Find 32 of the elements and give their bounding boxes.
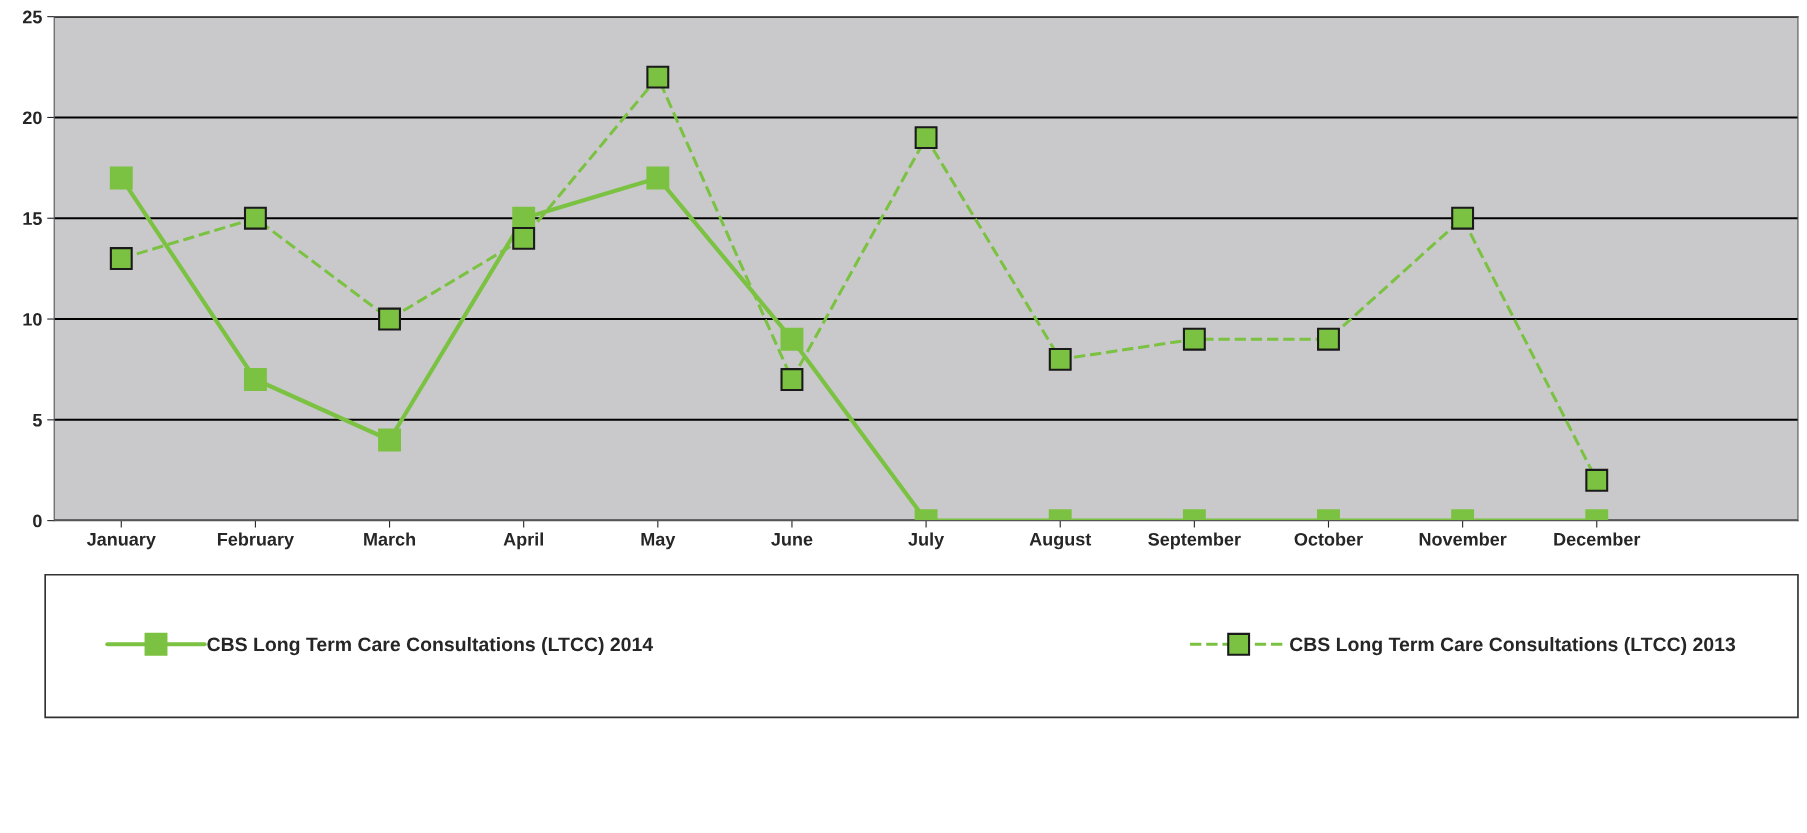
point <box>1048 347 1072 371</box>
y-tick-label: 5 <box>32 413 42 427</box>
point <box>646 166 670 190</box>
point <box>109 166 133 190</box>
x-tick-label: September <box>1148 532 1241 550</box>
x-tick-label: August <box>1029 533 1092 550</box>
x-tick-label: July <box>908 532 945 550</box>
point <box>378 307 401 331</box>
x-tick-label: December <box>1554 532 1641 546</box>
y-tick-label: 0 <box>33 514 42 528</box>
y-tick-label: 10 <box>23 312 42 326</box>
legend-label: CBS Long Term Care Consultations (LTCC) 2013 <box>1290 636 1736 656</box>
x-tick-label: June <box>771 533 813 546</box>
point <box>780 327 804 351</box>
point <box>1182 327 1206 351</box>
x-tick-label: January <box>86 533 156 550</box>
x-tick-label: October <box>1294 532 1363 546</box>
point <box>914 126 938 150</box>
y-tick-label: 25 <box>22 10 42 24</box>
x-tick-label: November <box>1419 532 1507 546</box>
point <box>512 226 536 250</box>
point <box>243 206 267 230</box>
x-tick-label: April <box>503 532 543 550</box>
x-tick-label: February <box>217 532 294 550</box>
x-tick-label: May <box>641 533 676 550</box>
y-tick-label: 15 <box>23 212 42 225</box>
y-tick-label: 20 <box>22 111 42 125</box>
point <box>1317 327 1340 351</box>
point <box>109 247 133 271</box>
legend-label: CBS Long Term Care Consultations (LTCC) 2014 <box>207 636 654 656</box>
x-tick-label: March <box>364 532 416 546</box>
point <box>1451 206 1475 230</box>
